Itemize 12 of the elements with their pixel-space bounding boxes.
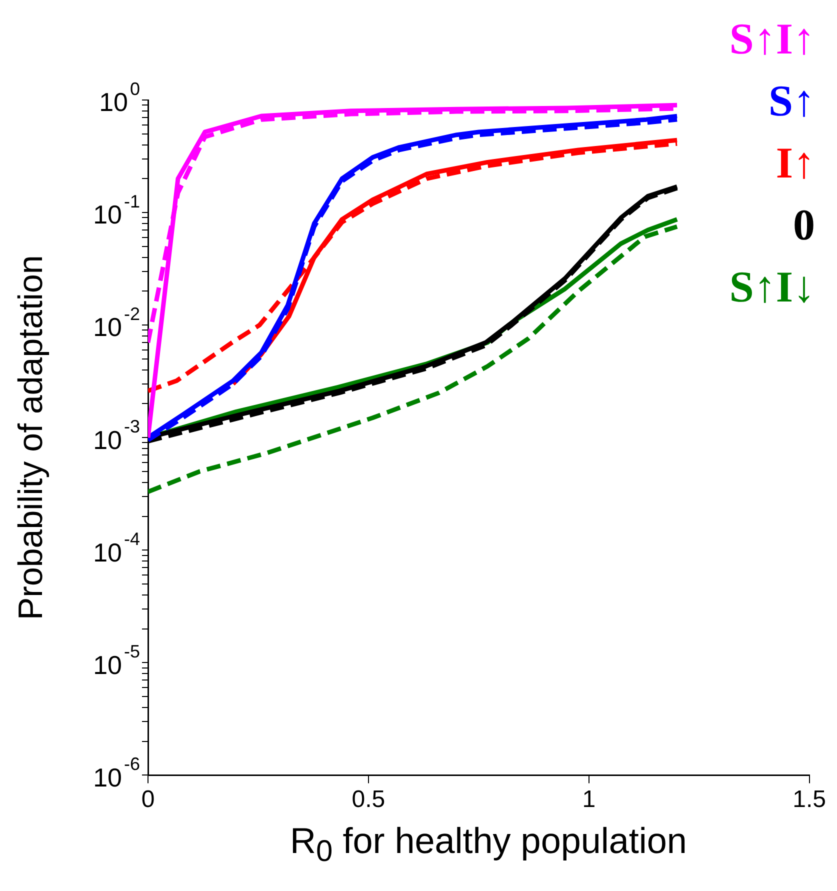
x-tick-label: 1.5 — [792, 786, 826, 814]
x-tick-label: 0.5 — [352, 786, 386, 814]
series-label: S↑I↑ — [729, 14, 815, 64]
x-tick-label: 0 — [141, 786, 155, 814]
x-tick-label: 1 — [582, 786, 596, 814]
y-axis-title: Probability of adaptation — [12, 255, 50, 620]
x-axis-title: R$_{0}$ for healthy population — [289, 820, 688, 870]
line-series — [148, 141, 680, 394]
text: 0 — [793, 200, 815, 250]
series-label: S↑I↓ — [729, 262, 815, 312]
text: S↑ — [768, 76, 815, 126]
text: I↑ — [776, 138, 815, 188]
